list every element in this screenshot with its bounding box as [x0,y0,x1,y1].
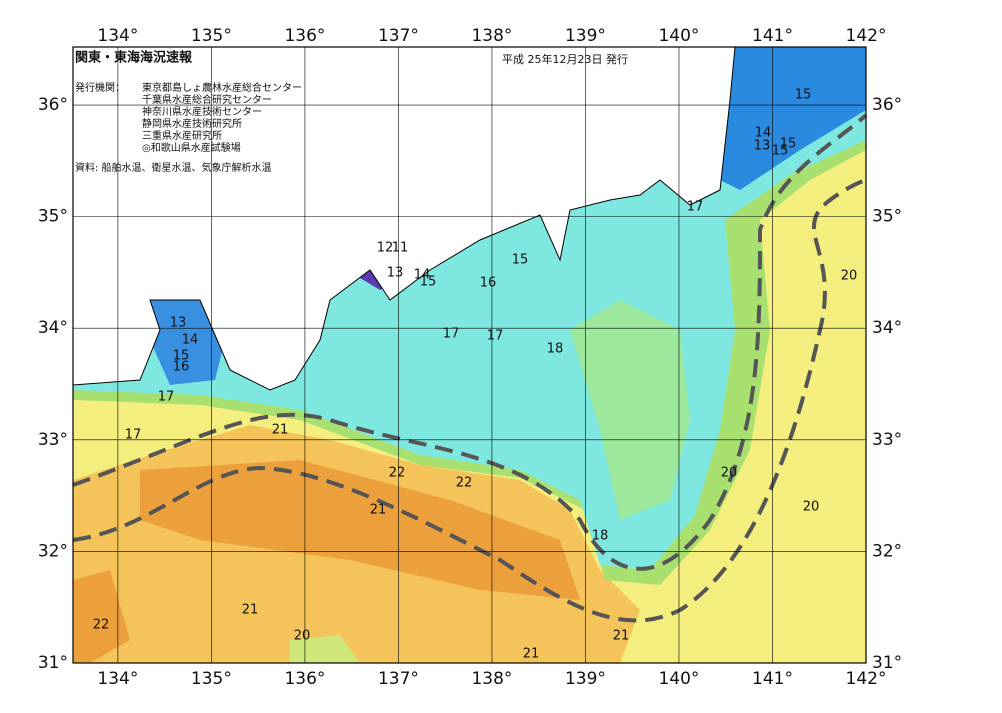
contour-label: 21 [613,629,630,644]
lon-label: 136° [284,669,325,689]
contour-label: 21 [370,503,387,518]
lat-label: 31° [38,653,68,673]
issuer: ◎和歌山県水産試験場 [142,141,241,154]
issuer: 三重県水産研究所 [142,129,222,142]
issuer-label: 発行機関： [75,81,125,94]
sea-deep-orange [140,460,580,600]
contour-label: 18 [547,342,564,357]
kuroshio-axis [72,113,868,571]
issuer: 静岡県水産技術研究所 [142,117,242,130]
contour-label: 13 [170,316,187,331]
contour-label: 20 [803,500,820,515]
lon-label: 140° [658,26,699,46]
lon-label: 141° [752,669,793,689]
contour-label: 21 [272,423,289,438]
contour-label: 22 [389,466,406,481]
contour-label: 15 [795,88,812,103]
sea-deep-orange [73,570,130,663]
sea-cool [290,635,360,663]
contour-label: 17 [158,390,175,405]
contour-label: 20 [841,269,858,284]
issuer: 神奈川県水産技術センター [142,105,262,118]
source: 資料: 船舶水温、衛星水温、気象庁解析水温 [75,161,272,174]
contour-label: 17 [487,329,504,344]
lon-label: 139° [565,669,606,689]
contour-label: 21 [523,647,540,662]
lat-label: 33° [872,430,902,450]
lon-label: 139° [565,26,606,46]
contour-label: 16 [480,276,497,291]
lat-label: 31° [872,653,902,673]
contour-label: 15 [512,253,529,268]
lat-label: 36° [38,95,68,115]
contour-label: 15 [420,275,437,290]
contour-label: 15 [772,144,789,159]
contour-label: 20 [721,466,738,481]
lon-label: 138° [471,669,512,689]
sea-blue [720,47,866,190]
contour-label: 12 [377,241,394,256]
lon-label: 140° [658,669,699,689]
lon-label: 138° [471,26,512,46]
lat-label: 32° [872,541,902,561]
issuer: 東京都島しょ農林水産総合センター [142,81,302,94]
lon-label: 142° [846,26,887,46]
contour-label: 11 [392,241,409,256]
lon-label: 134° [97,669,138,689]
lat-label: 36° [872,95,902,115]
contour-label: 17 [687,200,704,215]
lon-label: 137° [378,26,419,46]
title: 関東・東海海況速報 [75,50,193,66]
issue-date: 平成 25年12月23日 発行 [502,52,628,66]
contour-label: 15 [780,137,797,152]
lat-label: 34° [872,318,902,338]
lon-label: 137° [378,669,419,689]
contour-label: 18 [592,529,609,544]
lon-label: 141° [752,26,793,46]
lat-label: 35° [38,207,68,227]
contour-label: 21 [242,603,259,618]
sea-bay [150,298,225,385]
lon-label: 135° [191,669,232,689]
kuroshio-edge [72,178,867,623]
contour-label: 14 [414,268,431,283]
contour-label: 15 [173,349,190,364]
contour-label: 13 [754,139,771,154]
issuer: 千葉県水産総合研究センター [142,93,272,106]
contour-label: 16 [173,360,190,375]
lon-label: 142° [846,669,887,689]
lon-label: 135° [191,26,232,46]
contour-label: 22 [93,618,110,633]
lat-label: 33° [38,430,68,450]
contour-label: 14 [755,126,772,141]
contour-label: 17 [443,327,460,342]
contour-label: 17 [125,428,142,443]
lat-label: 34° [38,318,68,338]
frame [72,46,867,664]
lon-label: 136° [284,26,325,46]
lon-label: 134° [97,26,138,46]
lat-label: 35° [872,207,902,227]
lat-label: 32° [38,541,68,561]
contour-label: 13 [387,266,404,281]
contour-label: 20 [294,629,311,644]
sea-green-tongue [570,300,690,520]
contour-label: 14 [182,333,199,348]
contour-label: 22 [456,476,473,491]
land [72,46,736,391]
